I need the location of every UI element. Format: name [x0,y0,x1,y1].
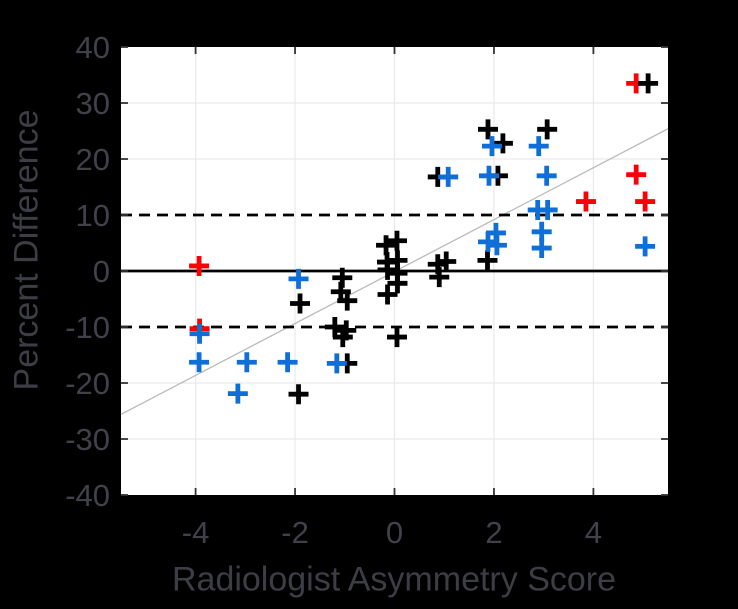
scatter-marker-blue-markers [537,199,558,220]
scatter-marker-black-markers [429,267,450,288]
scatter-marker-black-markers [290,293,311,314]
x-tick-label: 4 [585,515,602,550]
y-tick-label: -20 [65,366,110,401]
scatter-marker-blue-markers [288,268,309,289]
scatter-marker-black-markers [377,284,398,305]
scatter-marker-red-markers [635,191,656,212]
scatter-marker-black-markers [376,235,397,256]
scatter-marker-black-markers [324,317,345,337]
scatter-marker-black-markers [332,327,353,348]
scatter-marker-blue-markers [326,353,347,374]
y-tick-label: -30 [65,422,110,457]
x-axis-label: Radiologist Asymmetry Score [171,560,617,599]
scatter-marker-black-markers [477,119,498,140]
scatter-marker-blue-markers [438,166,459,187]
scatter-marker-black-markers [386,230,407,251]
scatter-marker-red-markers [575,191,596,212]
scatter-marker-black-markers [477,250,498,271]
scatter-marker-blue-markers [227,383,248,404]
scatter-marker-blue-markers [531,238,552,259]
x-tick-label: 0 [386,515,403,550]
scatter-marker-blue-markers [486,235,507,256]
scatter-marker-black-markers [337,290,358,311]
scatter-marker-blue-markers [481,136,502,157]
scatter-marker-black-markers [387,273,408,294]
scatter-marker-blue-markers [536,165,557,186]
y-tick-label: 0 [93,254,110,289]
y-tick-label: -10 [65,310,110,345]
scatter-marker-black-markers [377,259,398,280]
y-tick-label: 10 [76,198,110,233]
scatter-marker-blue-markers [236,352,257,373]
y-tick-label: 30 [76,86,110,121]
scatter-marker-blue-markers [189,323,210,344]
scatter-marker-blue-markers [277,352,298,373]
y-tick-label: -40 [65,478,110,513]
scatter-marker-blue-markers [478,165,499,186]
scatter-marker-blue-markers [189,352,210,373]
y-tick-label: 20 [76,142,110,177]
scatter-marker-black-markers [537,119,558,140]
y-tick-label: 40 [76,30,110,65]
scatter-marker-black-markers [386,327,407,348]
y-axis-label: Percent Difference [7,109,46,391]
scatter-marker-blue-markers [635,236,656,257]
x-tick-label: -4 [182,515,210,550]
scatter-marker-blue-markers [528,136,549,157]
x-tick-label: 2 [485,515,502,550]
scatter-marker-black-markers [436,251,457,272]
scatter-marker-black-markers [492,133,513,154]
scatter-marker-red-markers [626,164,647,185]
scatter-marker-red-markers [189,255,210,276]
scatter-marker-black-markers [288,384,309,405]
scatter-marker-black-markers [638,73,659,94]
x-tick-label: -2 [281,515,309,550]
